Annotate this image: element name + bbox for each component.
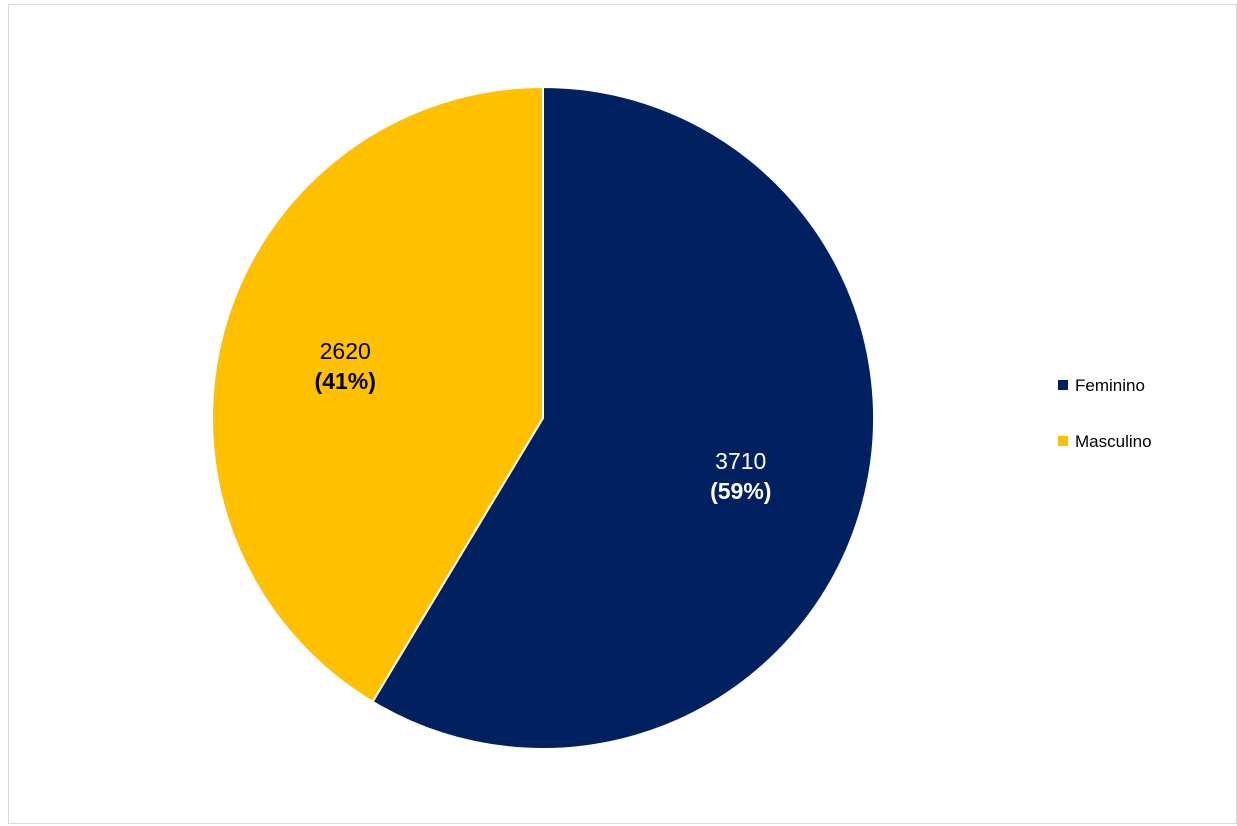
data-label-value-masculino: 2620 [320,338,371,364]
legend-label-feminino: Feminino [1075,376,1145,395]
data-label-percent-feminino: (59%) [710,478,771,504]
legend-label-masculino: Masculino [1075,432,1152,451]
pie-slice-masculino [211,85,544,704]
data-label-value-feminino: 3710 [715,448,766,474]
data-labels-layer: 3710 (59%) 2620 (41%) [315,338,772,504]
data-label-percent-masculino: (41%) [315,368,376,394]
legend: Feminino Masculino [1058,376,1152,451]
slices-layer [211,85,875,750]
legend-swatch-feminino [1058,380,1068,390]
legend-swatch-masculino [1058,436,1068,446]
pie-slice-feminino [371,85,875,750]
